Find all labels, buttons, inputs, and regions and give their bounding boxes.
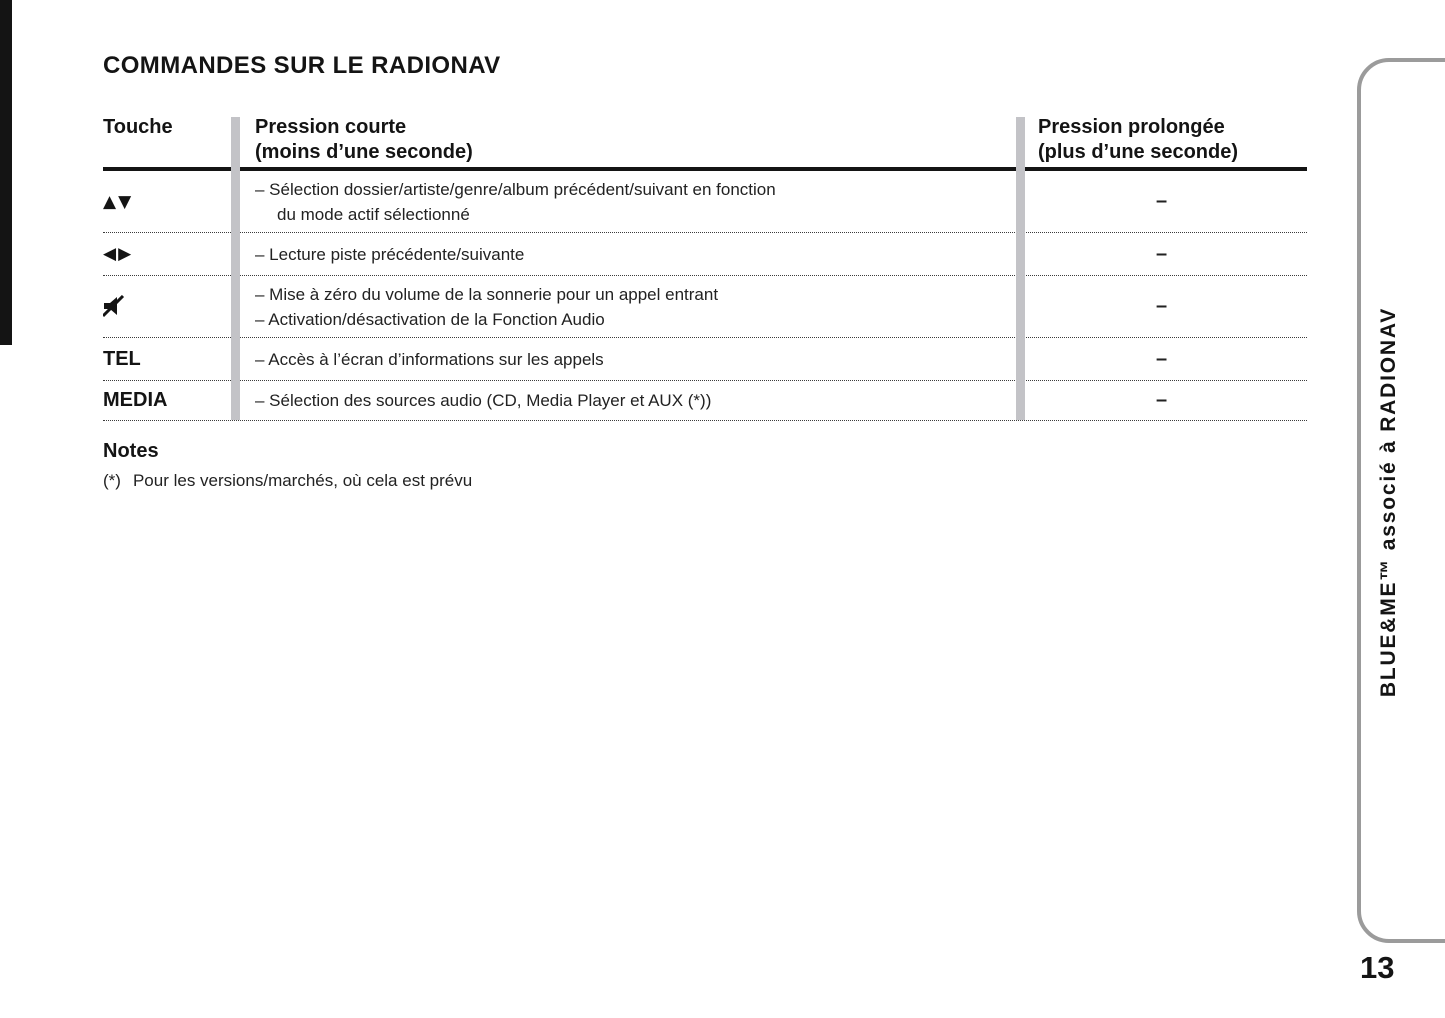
header-pression-prolongee-line1: Pression prolongée <box>1038 116 1225 138</box>
action-line: – Mise à zéro du volume de la sonnerie p… <box>255 284 719 304</box>
header-pression-courte-line1: Pression courte <box>255 116 407 138</box>
action-line: du mode actif sélectionné <box>277 204 470 224</box>
action-line: – Lecture piste précédente/suivante <box>255 244 525 264</box>
long-press-dash: – <box>1155 295 1168 317</box>
table-row-mute: – Mise à zéro du volume de la sonnerie p… <box>103 276 1307 338</box>
header-pression-prolongee-line2: (plus d’une seconde) <box>1038 141 1239 163</box>
column-divider-bar-1 <box>231 117 240 420</box>
left-right-triangles-icon: ◀▶ <box>103 244 134 264</box>
row-actions: – Accès à l’écran d’informations sur les… <box>240 347 1016 372</box>
media-key-label: MEDIA <box>103 389 168 411</box>
long-press-dash: – <box>1155 190 1168 212</box>
row-actions: – Sélection dossier/artiste/genre/album … <box>240 177 1016 227</box>
chapter-tab-label: BLUE&ME™ associé à RADIONAV <box>1377 306 1400 698</box>
note-marker: (*) <box>103 471 121 490</box>
table-header-row: Touche Pression courte (moins d’une seco… <box>103 115 1307 167</box>
page-title: COMMANDES SUR LE RADIONAV <box>103 52 501 79</box>
row-actions: – Mise à zéro du volume de la sonnerie p… <box>240 282 1016 332</box>
header-pression-courte-line2: (moins d’une seconde) <box>255 141 473 163</box>
long-press-dash: – <box>1155 347 1168 370</box>
note-item: (*) Pour les versions/marchés, où cela es… <box>103 471 472 491</box>
table-row-left-right: ◀▶ – Lecture piste précédente/suivante – <box>103 233 1307 276</box>
mute-key-cell <box>103 295 240 318</box>
notes-heading: Notes <box>103 440 159 462</box>
action-line: – Activation/désactivation de la Fonctio… <box>255 309 605 329</box>
column-divider-bar-2 <box>1016 117 1025 420</box>
long-press-dash: – <box>1155 242 1168 265</box>
row-actions: – Lecture piste précédente/suivante <box>240 242 1016 267</box>
action-line: – Sélection des sources audio (CD, Media… <box>255 391 712 410</box>
header-touche: Touche <box>103 116 173 138</box>
table-row-media: MEDIA – Sélection des sources audio (CD,… <box>103 381 1307 421</box>
page-number: 13 <box>1360 950 1395 985</box>
header-pression-courte: Pression courte (moins d’une seconde) <box>240 115 1016 167</box>
action-line: – Sélection dossier/artiste/genre/album … <box>255 179 776 199</box>
up-down-triangles-icon: ▲▼ <box>103 191 134 212</box>
header-rule <box>103 167 1307 171</box>
note-text: Pour les versions/marchés, où cela est p… <box>132 471 473 490</box>
table-row-up-down: ▲▼ – Sélection dossier/artiste/genre/alb… <box>103 171 1307 233</box>
header-pression-prolongee: Pression prolongée (plus d’une seconde) <box>1016 115 1307 167</box>
tel-key-label: TEL <box>103 347 141 370</box>
scan-edge-bar <box>0 0 12 345</box>
row-actions: – Sélection des sources audio (CD, Media… <box>240 388 1016 413</box>
long-press-dash: – <box>1155 389 1168 411</box>
chapter-tab-outline <box>1357 58 1445 943</box>
commands-table: Touche Pression courte (moins d’une seco… <box>103 115 1307 421</box>
mute-speaker-icon <box>103 295 125 318</box>
table-row-tel: TEL – Accès à l’écran d’informations sur… <box>103 338 1307 381</box>
action-line: – Accès à l’écran d’informations sur les… <box>255 349 604 369</box>
